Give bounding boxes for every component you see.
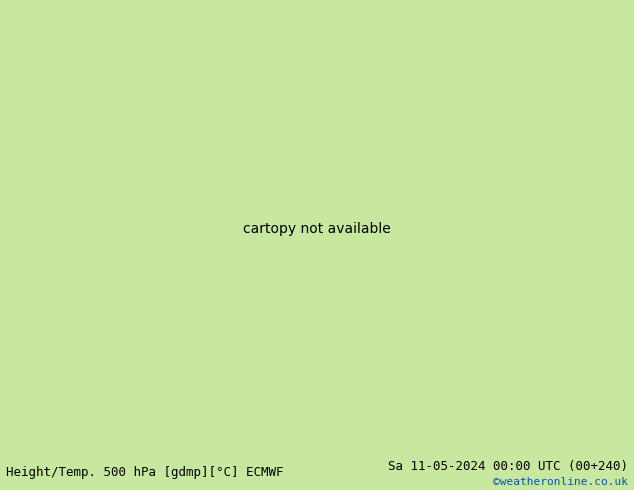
Text: ©weatheronline.co.uk: ©weatheronline.co.uk: [493, 477, 628, 487]
Text: Height/Temp. 500 hPa [gdmp][°C] ECMWF: Height/Temp. 500 hPa [gdmp][°C] ECMWF: [6, 466, 284, 479]
Text: cartopy not available: cartopy not available: [243, 222, 391, 236]
Text: Sa 11-05-2024 00:00 UTC (00+240): Sa 11-05-2024 00:00 UTC (00+240): [387, 460, 628, 473]
